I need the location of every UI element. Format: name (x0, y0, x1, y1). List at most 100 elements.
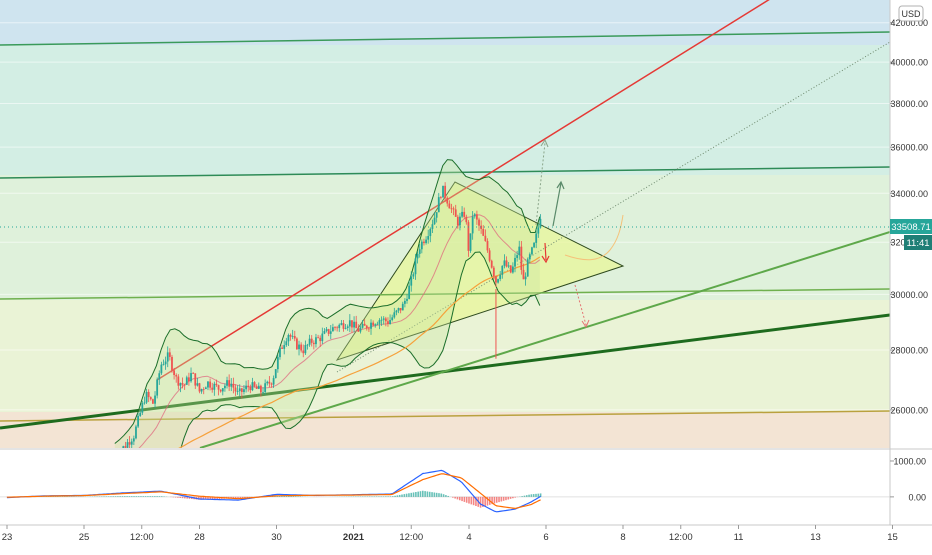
candle-body[interactable] (419, 249, 421, 254)
candle-body[interactable] (127, 442, 129, 448)
candle-body[interactable] (533, 243, 535, 247)
candle-body[interactable] (150, 397, 152, 399)
candle-body[interactable] (396, 311, 398, 313)
candle-body[interactable] (455, 209, 457, 216)
candle-body[interactable] (535, 234, 537, 243)
candle-body[interactable] (495, 276, 497, 282)
candle-body[interactable] (366, 326, 368, 329)
candle-body[interactable] (252, 382, 254, 390)
candle-body[interactable] (343, 323, 345, 329)
candle-body[interactable] (468, 222, 470, 251)
candle-body[interactable] (436, 212, 438, 217)
candle-body[interactable] (444, 186, 446, 198)
candle-body[interactable] (516, 255, 518, 258)
candle-body[interactable] (529, 254, 531, 259)
candle-body[interactable] (158, 373, 160, 379)
candle-body[interactable] (296, 339, 298, 350)
candle-body[interactable] (512, 267, 514, 273)
candle-body[interactable] (216, 384, 218, 385)
indicator-axis[interactable]: 1000.000.00 (890, 456, 926, 502)
candle-body[interactable] (506, 260, 508, 266)
candle-body[interactable] (478, 220, 480, 226)
candle-body[interactable] (332, 327, 334, 331)
candle-body[interactable] (518, 247, 520, 255)
candle-body[interactable] (434, 218, 436, 225)
candle-body[interactable] (406, 299, 408, 301)
candle-body[interactable] (298, 345, 300, 350)
candle-body[interactable] (453, 208, 455, 209)
candle-body[interactable] (317, 337, 319, 338)
candle-body[interactable] (211, 388, 213, 390)
candle-body[interactable] (349, 320, 351, 326)
candle-body[interactable] (476, 214, 478, 219)
candle-body[interactable] (124, 446, 126, 448)
candle-body[interactable] (400, 308, 402, 310)
candle-body[interactable] (307, 345, 309, 346)
candle-body[interactable] (237, 391, 239, 392)
candle-body[interactable] (404, 301, 406, 304)
candle-body[interactable] (340, 323, 342, 325)
candle-body[interactable] (465, 217, 467, 222)
candle-body[interactable] (470, 233, 472, 251)
candle-body[interactable] (540, 219, 542, 228)
candle-body[interactable] (188, 377, 190, 381)
candle-body[interactable] (482, 229, 484, 236)
candle-body[interactable] (247, 386, 249, 387)
candle-body[interactable] (260, 386, 262, 393)
candle-body[interactable] (245, 386, 247, 390)
candle-body[interactable] (218, 385, 220, 390)
candle-body[interactable] (328, 329, 330, 334)
candle-body[interactable] (408, 286, 410, 299)
candle-body[interactable] (167, 352, 169, 361)
candle-body[interactable] (472, 216, 474, 233)
candle-body[interactable] (510, 265, 512, 272)
candle-body[interactable] (423, 242, 425, 243)
candle-body[interactable] (262, 392, 264, 393)
candle-body[interactable] (256, 386, 258, 389)
candle-body[interactable] (235, 388, 237, 392)
candle-body[interactable] (171, 357, 173, 370)
candle-body[interactable] (387, 321, 389, 324)
candle-body[interactable] (205, 387, 207, 389)
candle-body[interactable] (379, 320, 381, 324)
candle-body[interactable] (196, 383, 198, 385)
candle-body[interactable] (220, 390, 222, 392)
candle-body[interactable] (300, 345, 302, 351)
candle-body[interactable] (199, 383, 201, 391)
candle-body[interactable] (190, 373, 192, 381)
candle-body[interactable] (520, 247, 522, 270)
candle-body[interactable] (182, 383, 184, 385)
candle-body[interactable] (292, 336, 294, 337)
candle-body[interactable] (163, 364, 165, 365)
candle-body[interactable] (228, 380, 230, 387)
candle-body[interactable] (448, 204, 450, 209)
candle-body[interactable] (338, 325, 340, 328)
candle-body[interactable] (243, 389, 245, 392)
candle-body[interactable] (165, 362, 167, 365)
candle-body[interactable] (241, 388, 243, 392)
candle-body[interactable] (531, 247, 533, 254)
candle-body[interactable] (393, 312, 395, 317)
candle-body[interactable] (415, 258, 417, 274)
candle-body[interactable] (523, 270, 525, 279)
candle-body[interactable] (499, 275, 501, 279)
candle-body[interactable] (474, 214, 476, 216)
candle-body[interactable] (207, 382, 209, 388)
candle-body[interactable] (504, 260, 506, 265)
candle-body[interactable] (321, 334, 323, 341)
candle-body[interactable] (429, 229, 431, 236)
candle-body[interactable] (353, 322, 355, 328)
candle-body[interactable] (345, 328, 347, 329)
candle-body[interactable] (487, 241, 489, 250)
candle-body[interactable] (146, 392, 148, 403)
candle-body[interactable] (139, 413, 141, 416)
candle-body[interactable] (537, 228, 539, 234)
candle-body[interactable] (222, 388, 224, 391)
candle-body[interactable] (421, 242, 423, 250)
candle-body[interactable] (391, 317, 393, 320)
candle-body[interactable] (410, 277, 412, 286)
candle-body[interactable] (446, 198, 448, 204)
candle-body[interactable] (224, 386, 226, 388)
candle-body[interactable] (169, 352, 171, 357)
candle-body[interactable] (364, 324, 366, 326)
